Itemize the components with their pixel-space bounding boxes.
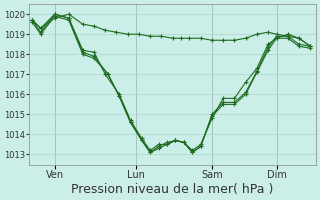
- X-axis label: Pression niveau de la mer( hPa ): Pression niveau de la mer( hPa ): [71, 183, 274, 196]
